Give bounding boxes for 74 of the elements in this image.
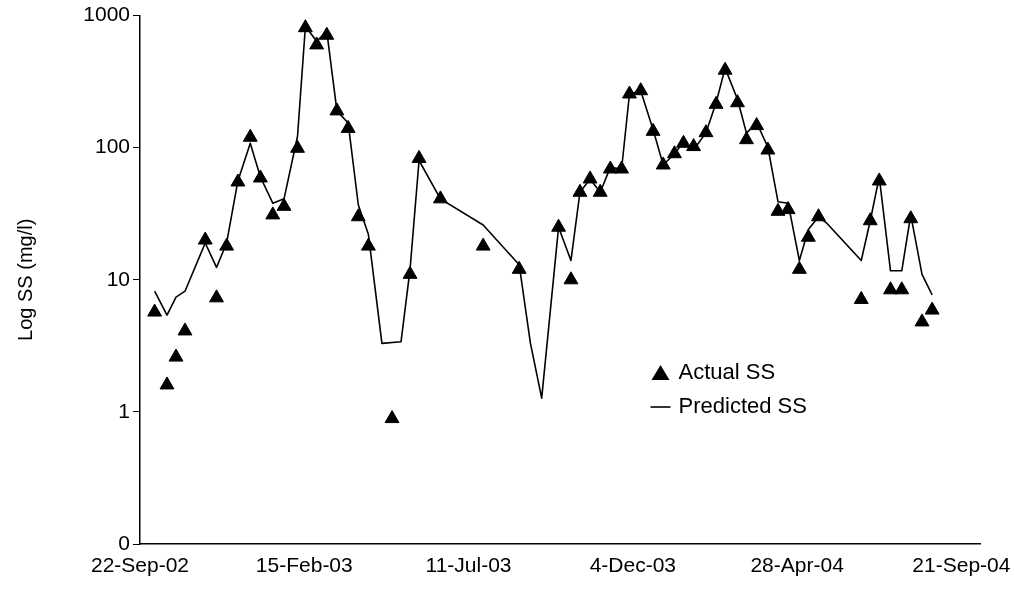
point	[760, 141, 776, 155]
point	[686, 138, 702, 152]
y-tick-label: 100	[94, 134, 130, 158]
x-tick-label: 21-Sep-04	[912, 553, 1011, 577]
point	[475, 237, 491, 251]
point	[276, 197, 292, 211]
point	[411, 149, 427, 163]
point	[582, 170, 598, 184]
point	[667, 145, 682, 159]
legend-label: Predicted SS	[678, 393, 807, 419]
x-tick-label: 15-Feb-03	[255, 553, 353, 577]
point	[614, 160, 630, 174]
point	[350, 208, 366, 222]
point	[903, 210, 919, 224]
x-tick-label: 28-Apr-04	[750, 553, 845, 577]
point	[871, 172, 887, 186]
point	[309, 36, 325, 50]
point	[655, 156, 671, 170]
point	[730, 94, 745, 108]
point	[894, 281, 910, 295]
point	[698, 124, 714, 138]
point	[676, 134, 691, 148]
point	[177, 322, 193, 336]
point	[402, 265, 418, 279]
point	[800, 228, 816, 242]
point	[572, 183, 588, 197]
point	[563, 271, 579, 285]
point	[197, 231, 213, 245]
point	[329, 102, 345, 116]
point	[209, 289, 224, 303]
point	[924, 301, 940, 315]
point	[168, 348, 184, 362]
legend-label: Actual SS	[678, 359, 776, 385]
point	[230, 173, 246, 187]
point	[602, 160, 618, 174]
point	[633, 82, 649, 96]
point	[791, 260, 807, 274]
y-axis-title: Log SS (mg/l)	[13, 218, 36, 341]
point	[511, 260, 527, 274]
point	[290, 139, 305, 153]
y-tick-label: 1000	[83, 2, 130, 26]
point	[592, 183, 608, 197]
x-tick-label: 4-Dec-03	[589, 553, 677, 577]
point	[883, 281, 898, 295]
point	[811, 208, 826, 222]
point	[297, 19, 313, 33]
point	[914, 313, 930, 327]
point	[780, 201, 796, 215]
point	[265, 206, 281, 220]
point	[645, 122, 661, 136]
point	[622, 85, 637, 99]
point	[749, 117, 765, 131]
point	[739, 131, 754, 145]
point	[319, 26, 335, 40]
point	[159, 376, 175, 390]
x-tick-label: 11-Jul-03	[425, 553, 512, 577]
point	[708, 95, 724, 109]
y-tick-label: 0	[118, 530, 130, 554]
point	[384, 410, 400, 424]
point	[219, 237, 235, 251]
point	[360, 237, 376, 251]
point	[252, 169, 268, 183]
point	[147, 303, 163, 317]
y-tick-label: 10	[106, 266, 130, 290]
x-tick-label: 22-Sep-02	[90, 553, 190, 577]
point	[853, 290, 869, 304]
point	[433, 190, 448, 204]
point	[551, 218, 566, 232]
point	[770, 202, 786, 216]
point	[340, 119, 356, 133]
y-tick-label: 1	[118, 398, 130, 422]
point	[717, 61, 733, 75]
point	[862, 212, 878, 226]
point	[242, 128, 258, 142]
